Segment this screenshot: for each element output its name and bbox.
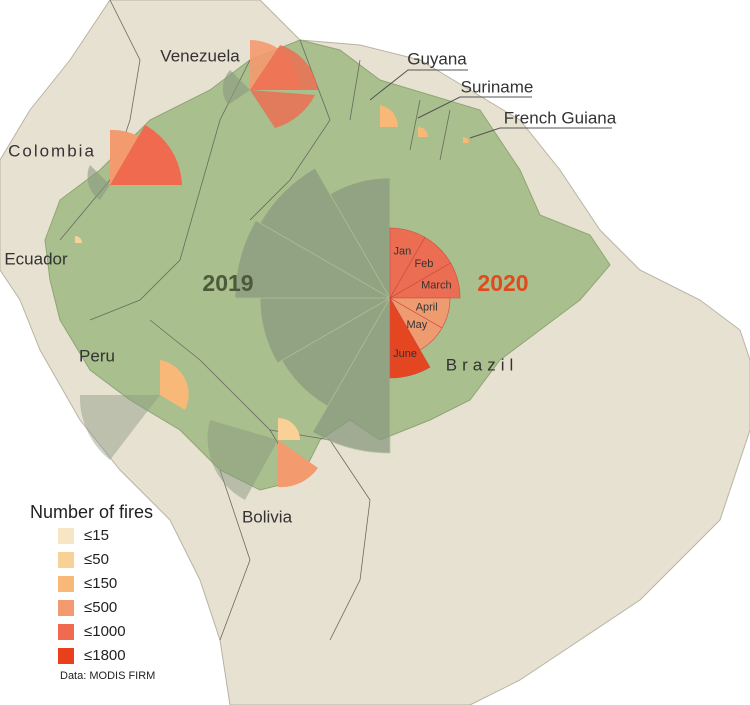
month-label: June <box>393 348 417 360</box>
border <box>59 0 451 641</box>
source: Data: MODIS FIRM <box>60 670 155 682</box>
legend-label: ≤150 <box>84 575 117 592</box>
year-label: 2020 <box>477 270 528 296</box>
country-label: Brazil <box>446 355 519 374</box>
wedge-2019 <box>329 177 391 300</box>
legend-label: ≤1800 <box>84 647 126 664</box>
legend-label: ≤1000 <box>84 623 126 640</box>
wedge-2020 <box>388 262 461 299</box>
legend-title: Number of fires <box>30 502 153 522</box>
month-label: Jan <box>394 246 412 258</box>
legend-swatch <box>58 648 74 664</box>
country-label: Colombia <box>8 141 96 160</box>
month-label: March <box>421 279 452 291</box>
country-label: French Guiana <box>504 108 617 127</box>
leader-line <box>417 96 532 119</box>
month-label: Feb <box>414 258 433 270</box>
country-label: Venezuela <box>160 46 240 65</box>
month-label: May <box>406 319 427 331</box>
month-label: April <box>416 302 438 314</box>
leader-line <box>469 127 612 139</box>
country-label: Peru <box>79 346 115 365</box>
country-label: Guyana <box>407 49 467 68</box>
legend-swatch <box>58 528 74 544</box>
wedge-2019 <box>311 296 391 454</box>
legend-label: ≤50 <box>84 551 109 568</box>
legend-swatch <box>58 552 74 568</box>
wedge-2019 <box>259 167 392 300</box>
legend-swatch <box>58 600 74 616</box>
legend-swatch <box>58 624 74 640</box>
legend-swatch <box>58 576 74 592</box>
wedge-2019 <box>234 219 392 299</box>
legend: ≤15 ≤50 ≤150 ≤500 ≤1000 ≤1800 <box>58 527 126 664</box>
country-label: Bolivia <box>242 507 293 526</box>
country-label: Suriname <box>461 77 534 96</box>
wedge-2020 <box>389 296 431 379</box>
leader-line <box>369 69 468 101</box>
country-rose <box>75 40 469 500</box>
legend-label: ≤500 <box>84 599 117 616</box>
year-label: 2019 <box>202 270 253 296</box>
legend-label: ≤15 <box>84 527 109 544</box>
country-label: Ecuador <box>4 249 68 268</box>
